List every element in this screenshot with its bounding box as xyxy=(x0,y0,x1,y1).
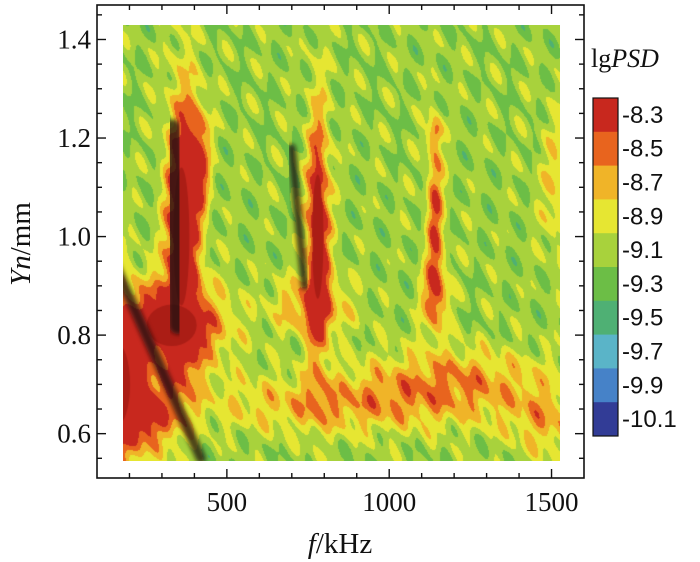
y-tick-label: 1.2 xyxy=(57,123,91,153)
y-axis-title: Yn/mm xyxy=(5,202,37,286)
colorbar-level-label: -10.1 xyxy=(622,406,677,433)
colorbar-swatch xyxy=(593,267,618,302)
colorbar-level-label: -9.3 xyxy=(622,271,663,298)
dark-streaks xyxy=(123,25,560,461)
colorbar-level-label: -9.9 xyxy=(622,372,663,399)
colorbar-level-label: -8.3 xyxy=(622,102,663,129)
y-tick-label: 0.6 xyxy=(57,419,91,449)
colorbar-level-label: -8.9 xyxy=(622,203,663,230)
colorbar-swatch xyxy=(593,233,618,268)
dark-streak xyxy=(287,143,309,290)
x-axis: 500 1000 1500 xyxy=(128,5,579,517)
x-tick-label: 1500 xyxy=(525,487,579,517)
colorbar-swatch xyxy=(593,402,618,437)
x-tick-label: 500 xyxy=(207,487,248,517)
heatmap-canvas xyxy=(123,25,560,461)
plot-frame xyxy=(96,4,585,479)
colorbar-title: lgPSD xyxy=(591,44,659,73)
colorbar-level-label: -9.7 xyxy=(622,339,663,366)
colorbar-level-label: -9.5 xyxy=(622,305,663,332)
heatmap-region xyxy=(123,25,560,461)
colorbar-swatch xyxy=(593,199,618,234)
colorbar-swatch xyxy=(593,131,618,167)
y-tick-label: 1.0 xyxy=(57,222,91,252)
x-axis-title: f/kHz xyxy=(308,528,373,560)
y-axis: 0.6 0.8 1.0 1.2 1.4 xyxy=(57,14,584,459)
colorbar-level-label: -8.5 xyxy=(622,136,663,163)
x-tick-label: 1000 xyxy=(362,487,416,517)
colorbar-level-label: -8.7 xyxy=(622,170,663,197)
y-tick-label: 1.4 xyxy=(57,24,91,54)
colorbar-swatch xyxy=(593,334,618,369)
dark-streak xyxy=(162,119,188,335)
colorbar-swatch xyxy=(593,165,618,200)
colorbar-swatch xyxy=(593,98,618,133)
colorbar-swatch xyxy=(593,300,618,336)
colorbar-swatch xyxy=(593,368,618,403)
dark-streak xyxy=(123,270,206,461)
colorbar-frame xyxy=(592,97,619,437)
colorbar-level-label: -9.1 xyxy=(622,237,663,264)
colorbar: -8.3 -8.5 -8.7 -8.9 -9.1 -9.3 -9.5 -9.7 -9.9 -10.… xyxy=(592,97,677,437)
y-tick-label: 0.8 xyxy=(57,320,91,350)
